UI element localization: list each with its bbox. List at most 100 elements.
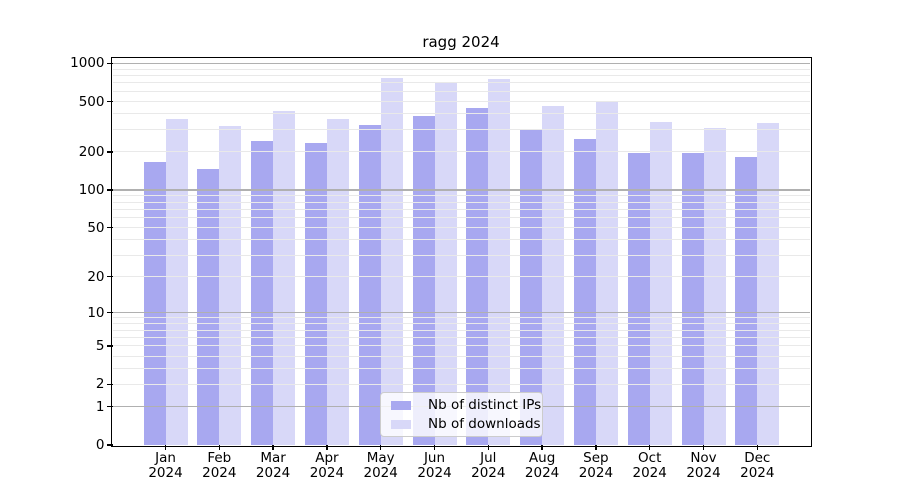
bar-feb-distinct-ips	[197, 168, 220, 445]
minor-gridline	[112, 75, 810, 77]
x-tick-label-nov: Nov 2024	[686, 450, 721, 481]
y-tick-label-5: 5	[95, 337, 105, 354]
minor-gridline	[112, 101, 810, 102]
bar-jan-downloads	[165, 119, 188, 445]
x-tick-label-oct: Oct 2024	[632, 450, 667, 481]
minor-gridline	[112, 254, 810, 256]
x-tick-label-jan: Jan 2024	[148, 450, 183, 481]
minor-gridline	[112, 82, 810, 84]
legend-label-distinct-ips: Nb of distinct IPs	[428, 397, 542, 413]
bar-oct-distinct-ips	[627, 152, 650, 445]
bar-may-distinct-ips	[358, 124, 381, 445]
bar-feb-downloads	[219, 125, 242, 445]
minor-gridline	[112, 345, 810, 347]
bar-aug-downloads	[542, 105, 565, 445]
minor-gridline	[112, 217, 810, 219]
y-tick-mark	[107, 62, 113, 64]
x-tick-label-dec: Dec 2024	[740, 450, 775, 481]
bar-jul-downloads	[488, 78, 511, 445]
y-tick-label-1000: 1000	[70, 55, 105, 72]
major-gridline	[112, 189, 810, 191]
x-tick-mark	[218, 445, 220, 450]
minor-gridline	[112, 355, 810, 357]
legend-item-downloads: Nb of downloads	[391, 416, 541, 432]
x-tick-label-jul: Jul 2024	[471, 450, 506, 481]
minor-gridline	[112, 276, 810, 278]
bar-nov-downloads	[703, 127, 726, 445]
bar-mar-downloads	[273, 110, 296, 445]
bar-mar-distinct-ips	[251, 140, 274, 445]
x-tick-label-aug: Aug 2024	[524, 450, 560, 481]
minor-gridline	[112, 317, 810, 319]
y-tick-label-20: 20	[87, 268, 105, 285]
legend: Nb of distinct IPs Nb of downloads	[380, 392, 543, 437]
y-tick-label-100: 100	[78, 181, 105, 198]
bar-aug-distinct-ips	[520, 128, 543, 445]
x-tick-mark	[756, 445, 758, 450]
minor-gridline	[112, 239, 810, 241]
y-tick-label-0: 0	[95, 437, 105, 453]
minor-gridline	[112, 129, 810, 131]
minor-gridline	[112, 323, 810, 325]
x-tick-mark	[649, 445, 651, 450]
y-tick-mark	[107, 444, 113, 446]
bars-layer	[113, 58, 811, 445]
minor-gridline	[112, 151, 810, 153]
bar-may-downloads	[380, 78, 403, 445]
x-tick-mark	[380, 445, 382, 450]
y-tick-mark	[107, 189, 113, 191]
y-tick-mark	[107, 345, 113, 347]
plot-area	[111, 56, 812, 447]
legend-label-downloads: Nb of downloads	[428, 416, 541, 432]
y-tick-label-10: 10	[87, 304, 105, 321]
legend-swatch-downloads	[391, 419, 411, 429]
y-tick-mark	[107, 227, 113, 229]
bar-jun-downloads	[434, 81, 457, 445]
bar-jan-distinct-ips	[143, 161, 166, 445]
minor-gridline	[112, 336, 810, 338]
minor-gridline	[112, 90, 810, 92]
x-tick-label-feb: Feb 2024	[202, 450, 237, 481]
minor-gridline	[112, 68, 810, 70]
bar-dec-downloads	[757, 122, 780, 445]
minor-gridline	[112, 195, 810, 197]
x-tick-mark	[433, 445, 436, 450]
bar-jun-distinct-ips	[412, 115, 435, 445]
x-tick-mark	[487, 445, 489, 450]
x-tick-mark	[272, 445, 274, 450]
minor-gridline	[112, 227, 810, 229]
y-tick-mark	[107, 406, 113, 408]
x-tick-mark	[595, 445, 597, 450]
bar-apr-downloads	[326, 119, 349, 445]
x-tick-label-may: May 2024	[363, 450, 398, 481]
legend-item-distinct-ips: Nb of distinct IPs	[391, 397, 541, 413]
major-gridline	[112, 62, 810, 64]
minor-gridline	[112, 383, 810, 385]
y-tick-label-500: 500	[78, 93, 105, 110]
grid-layer	[112, 58, 810, 445]
minor-gridline	[112, 113, 810, 115]
x-tick-mark	[326, 445, 328, 450]
y-tick-mark	[107, 383, 113, 385]
x-tick-mark	[702, 445, 705, 450]
y-tick-mark	[107, 100, 113, 103]
y-tick-mark	[107, 311, 113, 314]
legend-swatch-distinct-ips	[391, 400, 411, 410]
minor-gridline	[112, 201, 810, 203]
y-tick-label-50: 50	[87, 219, 105, 236]
major-gridline	[112, 311, 810, 314]
bar-nov-distinct-ips	[681, 152, 704, 445]
y-tick-label-2: 2	[95, 376, 105, 393]
minor-gridline	[112, 329, 810, 331]
y-tick-label-200: 200	[78, 143, 105, 160]
x-tick-label-mar: Mar 2024	[255, 450, 291, 481]
bar-sep-downloads	[595, 100, 618, 445]
y-tick-mark	[107, 276, 113, 278]
bar-dec-distinct-ips	[735, 156, 758, 445]
y-tick-label-1: 1	[95, 398, 105, 415]
x-tick-label-sep: Sep 2024	[578, 450, 614, 481]
y-tick-mark	[107, 151, 113, 153]
x-tick-mark	[541, 445, 543, 450]
chart-title: ragg 2024	[422, 33, 500, 51]
